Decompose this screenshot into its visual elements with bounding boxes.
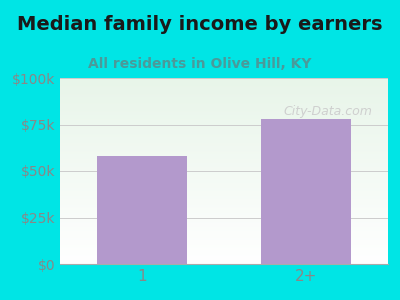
- Text: City-Data.com: City-Data.com: [283, 105, 372, 118]
- Bar: [261, 119, 351, 264]
- Text: Median family income by earners: Median family income by earners: [17, 15, 383, 34]
- Text: All residents in Olive Hill, KY: All residents in Olive Hill, KY: [88, 57, 312, 71]
- Bar: [97, 156, 187, 264]
